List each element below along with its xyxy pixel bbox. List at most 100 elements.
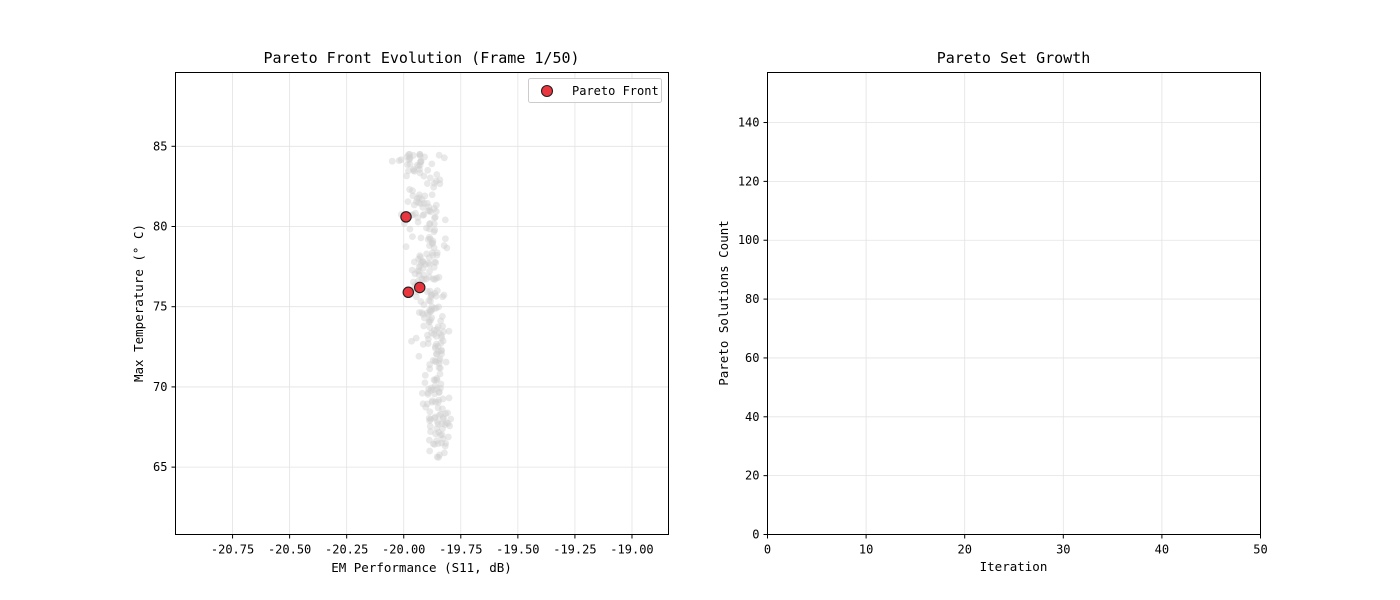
y-tick-label: 80 xyxy=(745,292,759,306)
right-x-axis-label: Iteration xyxy=(980,559,1048,574)
background-point xyxy=(415,191,423,199)
background-point xyxy=(412,293,420,301)
background-point xyxy=(429,239,436,247)
background-point xyxy=(409,187,416,195)
background-point xyxy=(418,196,426,203)
background-point xyxy=(435,357,443,364)
y-tick-label: 80 xyxy=(153,220,167,234)
background-point xyxy=(427,415,435,423)
background-point xyxy=(422,403,430,411)
pareto-point xyxy=(400,211,412,223)
background-point xyxy=(438,431,446,439)
background-point xyxy=(430,386,437,394)
background-point xyxy=(430,179,438,187)
background-point xyxy=(413,198,420,206)
background-point xyxy=(428,160,436,168)
x-tick-label: 50 xyxy=(1253,543,1267,557)
background-point xyxy=(404,161,411,169)
background-point xyxy=(432,350,440,358)
background-point xyxy=(420,271,428,279)
background-point xyxy=(428,306,436,313)
background-point xyxy=(438,350,445,358)
background-point xyxy=(437,347,445,355)
background-point xyxy=(415,199,423,207)
background-point xyxy=(416,169,424,177)
background-point xyxy=(433,251,441,259)
left-y-ticks: 65 70 75 80 85 xyxy=(153,139,176,474)
background-point xyxy=(435,396,442,404)
background-point xyxy=(431,214,438,222)
background-point xyxy=(423,400,431,408)
background-point xyxy=(437,317,445,325)
y-tick-label: 120 xyxy=(738,174,760,188)
legend: Pareto Front xyxy=(528,78,662,103)
y-tick-label: 0 xyxy=(752,528,759,542)
background-point xyxy=(439,293,446,301)
background-point xyxy=(439,395,447,403)
background-point xyxy=(430,244,438,252)
background-point xyxy=(416,150,424,158)
background-point xyxy=(447,415,455,423)
right-plot-frame xyxy=(767,72,1261,535)
y-tick-label: 100 xyxy=(738,233,760,247)
background-point xyxy=(433,249,441,257)
background-point xyxy=(431,276,439,283)
background-point xyxy=(419,264,427,272)
background-point xyxy=(432,332,440,340)
background-point xyxy=(426,242,433,250)
background-point xyxy=(428,314,436,322)
background-point xyxy=(427,316,434,324)
background-point xyxy=(420,172,428,180)
background-point xyxy=(417,158,424,166)
legend-label: Pareto Front xyxy=(572,84,659,98)
background-point xyxy=(414,218,422,226)
background-point xyxy=(426,207,434,214)
background-point xyxy=(432,398,439,406)
x-tick-label: 40 xyxy=(1155,543,1169,557)
background-point xyxy=(428,291,436,299)
background-point xyxy=(424,166,432,174)
background-point xyxy=(441,442,449,450)
background-point xyxy=(420,211,428,218)
background-point xyxy=(438,346,446,354)
background-point xyxy=(418,258,425,266)
x-tick-label: -19.50 xyxy=(496,543,539,557)
background-point xyxy=(434,398,442,406)
background-point xyxy=(433,376,441,384)
background-point xyxy=(446,422,454,430)
x-tick-label: 10 xyxy=(859,543,873,557)
background-point xyxy=(431,413,439,421)
right-x-ticks: 0 10 20 30 40 50 xyxy=(764,534,1268,557)
background-point xyxy=(439,337,447,345)
x-tick-label: -19.00 xyxy=(610,543,653,557)
background-point xyxy=(426,233,433,241)
background-point xyxy=(426,365,434,373)
background-point xyxy=(431,343,439,350)
background-point xyxy=(419,310,427,318)
background-point xyxy=(410,165,417,173)
background-point xyxy=(428,398,436,406)
background-point xyxy=(437,339,445,347)
background-point xyxy=(445,327,453,335)
background-point xyxy=(432,177,440,185)
background-point xyxy=(411,167,418,175)
background-point xyxy=(406,225,414,233)
background-point xyxy=(435,388,443,396)
background-point xyxy=(434,404,442,412)
background-point xyxy=(436,180,444,188)
background-point xyxy=(444,433,452,441)
background-point xyxy=(437,384,444,392)
background-point xyxy=(420,322,428,330)
background-point xyxy=(423,288,431,295)
background-point xyxy=(406,150,413,158)
pareto-point xyxy=(402,286,415,299)
background-point xyxy=(413,195,421,202)
background-point xyxy=(417,298,425,305)
background-point xyxy=(432,201,440,209)
background-point xyxy=(427,293,435,301)
background-point xyxy=(397,156,405,164)
background-point xyxy=(416,161,424,169)
background-point xyxy=(423,250,431,258)
background-point xyxy=(425,254,433,262)
